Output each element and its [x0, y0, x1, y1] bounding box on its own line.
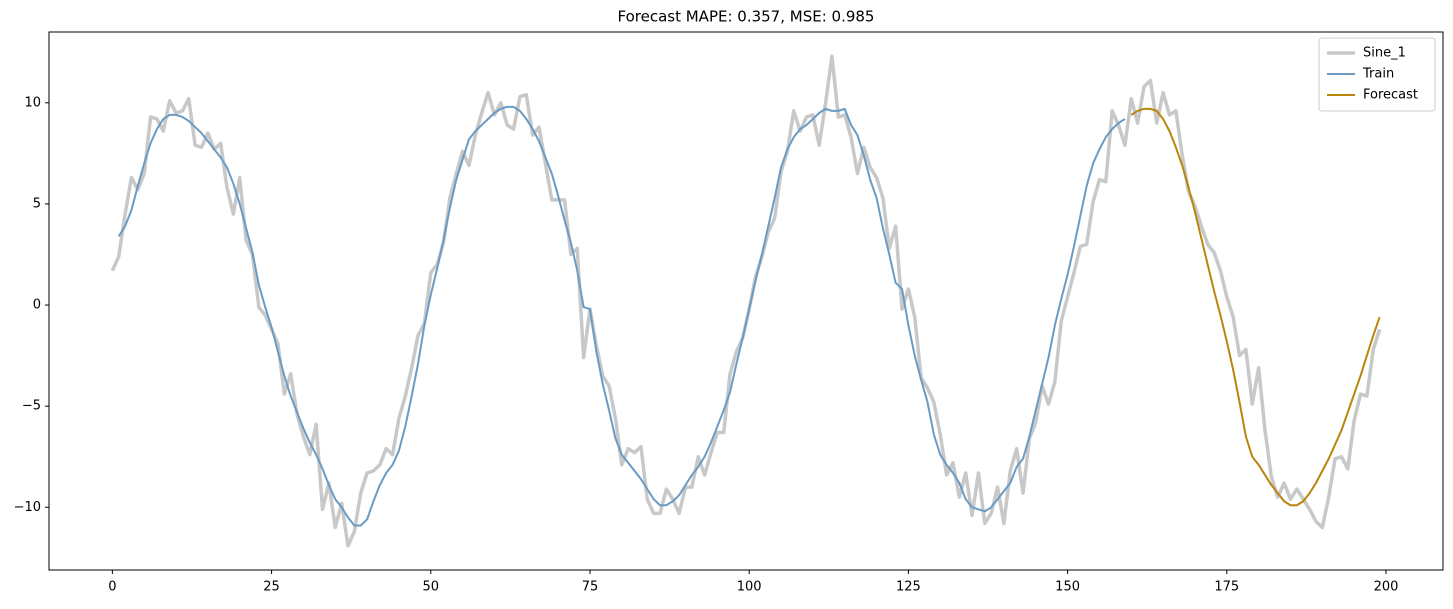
- series-line: [117, 105, 1126, 527]
- legend-label: Forecast: [1363, 88, 1418, 103]
- y-tick-label: 10: [24, 95, 41, 110]
- x-tick-label: 25: [263, 580, 280, 595]
- legend-label: Train: [1362, 67, 1394, 82]
- x-tick-label: 150: [1055, 580, 1080, 595]
- y-tick-label: −5: [22, 399, 41, 414]
- series-line: [110, 54, 1382, 548]
- series-line: [1130, 107, 1381, 507]
- x-tick-label: 175: [1214, 580, 1239, 595]
- y-tick-label: 0: [33, 298, 41, 313]
- chart-title: Forecast MAPE: 0.357, MSE: 0.985: [618, 8, 875, 26]
- y-tick-label: −10: [14, 500, 41, 515]
- plot-frame: [48, 31, 1444, 571]
- legend: Sine_1 Train Forecast: [1318, 37, 1436, 112]
- x-tick-label: 125: [896, 580, 921, 595]
- x-tick-label: 0: [108, 580, 116, 595]
- legend-box: [1318, 37, 1436, 112]
- x-tick-label: 200: [1374, 580, 1399, 595]
- legend-label: Sine_1: [1363, 46, 1406, 61]
- x-tick-label: 50: [423, 580, 440, 595]
- y-tick-label: 5: [33, 196, 41, 211]
- x-tick-label: 100: [737, 580, 762, 595]
- x-tick-label: 75: [582, 580, 599, 595]
